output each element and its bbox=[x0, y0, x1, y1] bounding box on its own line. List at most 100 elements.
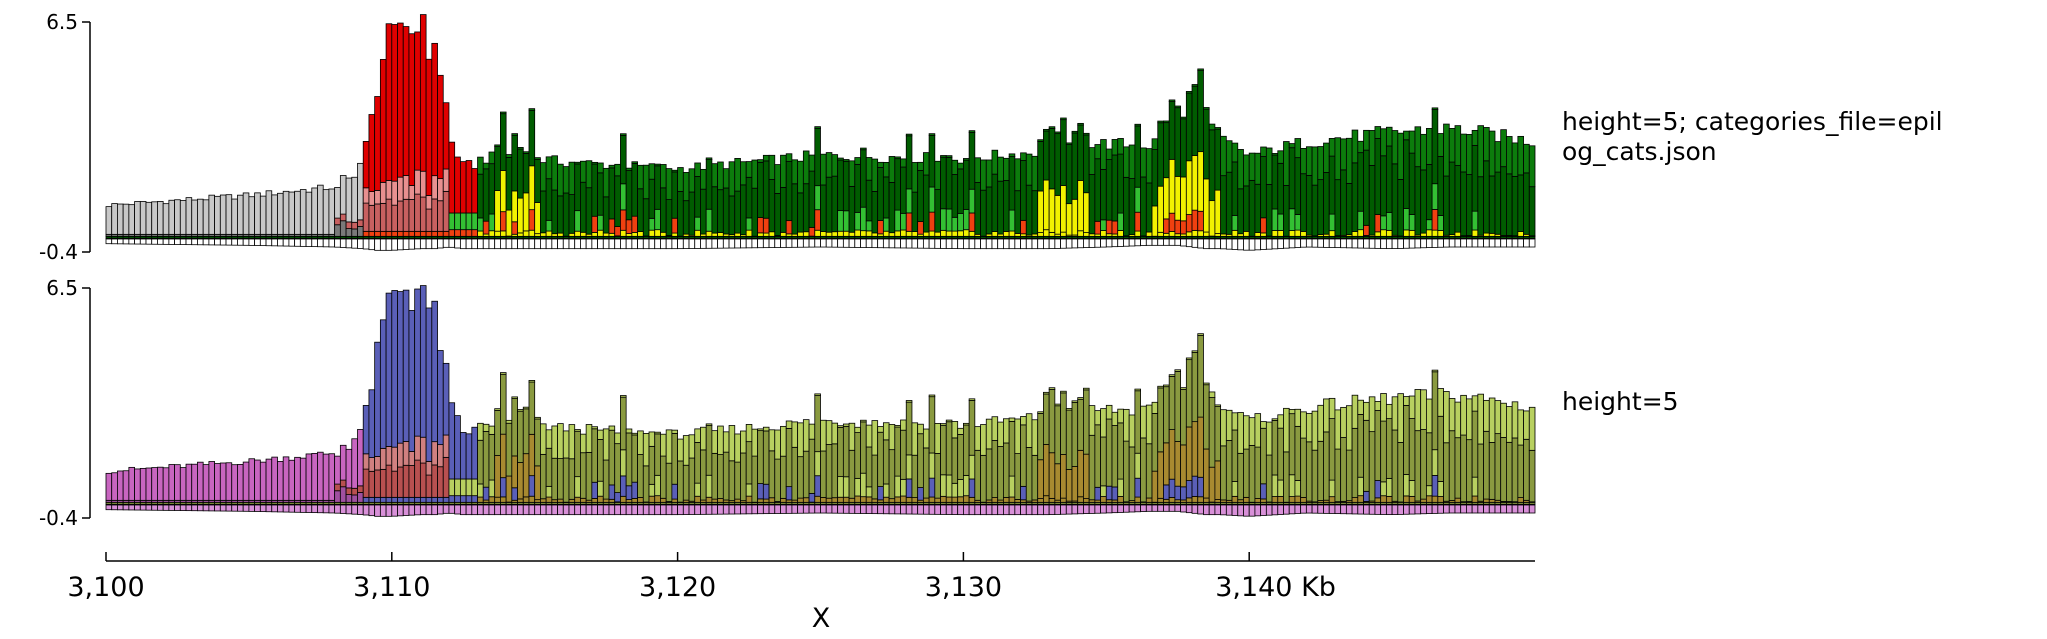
y-tick-label: -0.4 bbox=[39, 240, 78, 264]
bar bbox=[1225, 140, 1233, 250]
bar bbox=[568, 424, 576, 516]
bar bbox=[631, 161, 638, 250]
bar bbox=[208, 461, 216, 512]
bar bbox=[1197, 68, 1204, 249]
bar bbox=[362, 140, 370, 250]
x-tick-label: 3,120 bbox=[639, 572, 716, 603]
bar bbox=[465, 160, 473, 250]
bar bbox=[591, 161, 598, 250]
bar bbox=[202, 464, 210, 512]
bar bbox=[837, 157, 844, 248]
bar bbox=[1414, 389, 1422, 515]
bar bbox=[614, 432, 621, 516]
bar bbox=[831, 154, 839, 248]
bar bbox=[1237, 412, 1244, 517]
bar bbox=[357, 429, 364, 515]
bar bbox=[888, 424, 896, 515]
bar bbox=[802, 419, 810, 514]
x-tick-label: 3,130 bbox=[925, 572, 1002, 603]
bar bbox=[242, 192, 250, 246]
bar bbox=[174, 464, 181, 511]
bar bbox=[1357, 140, 1364, 249]
bar bbox=[562, 166, 570, 250]
bar bbox=[1208, 123, 1216, 250]
bar bbox=[1431, 107, 1439, 248]
bar bbox=[740, 161, 747, 249]
bar bbox=[1345, 405, 1353, 515]
bar bbox=[151, 467, 158, 511]
bar bbox=[797, 160, 804, 248]
bar bbox=[688, 168, 696, 249]
bar bbox=[437, 74, 444, 249]
bar bbox=[820, 153, 827, 248]
bar bbox=[694, 428, 701, 515]
bar bbox=[168, 199, 175, 245]
bar bbox=[882, 161, 890, 249]
bar bbox=[625, 428, 633, 516]
bar bbox=[917, 161, 924, 249]
bar bbox=[1300, 411, 1307, 514]
bar bbox=[1163, 384, 1170, 512]
bar bbox=[1083, 387, 1090, 514]
bar bbox=[1128, 144, 1136, 247]
bar bbox=[814, 393, 821, 514]
bar bbox=[1265, 147, 1273, 250]
track-height-5: 6.5 -0.4 height=5 bbox=[39, 276, 1679, 530]
bar bbox=[1420, 133, 1427, 249]
bar bbox=[477, 422, 484, 516]
bar bbox=[608, 164, 616, 250]
bar bbox=[757, 159, 764, 249]
bar bbox=[625, 167, 633, 250]
bar bbox=[871, 420, 879, 515]
bar bbox=[1111, 411, 1119, 514]
bar bbox=[482, 162, 490, 250]
bar bbox=[734, 158, 741, 249]
bar bbox=[1437, 133, 1444, 248]
bar bbox=[414, 288, 421, 516]
bar bbox=[1014, 418, 1021, 516]
bar bbox=[1117, 408, 1124, 513]
bar bbox=[1488, 130, 1496, 248]
bar bbox=[1391, 130, 1399, 249]
bar bbox=[545, 156, 553, 250]
bar bbox=[1237, 149, 1244, 251]
track-label: height=5 bbox=[1562, 387, 1679, 416]
bar bbox=[637, 430, 644, 516]
bar bbox=[1340, 406, 1347, 515]
bar bbox=[1191, 350, 1199, 514]
bar bbox=[757, 428, 764, 515]
bar bbox=[905, 400, 913, 515]
bar bbox=[1025, 153, 1033, 250]
bar bbox=[157, 201, 164, 245]
bar bbox=[1168, 99, 1176, 246]
bar bbox=[379, 319, 387, 517]
bar bbox=[671, 169, 678, 250]
bar bbox=[900, 419, 907, 515]
bar bbox=[568, 161, 576, 250]
bar bbox=[1043, 391, 1050, 516]
bar bbox=[408, 33, 416, 250]
bar bbox=[585, 424, 593, 516]
bar bbox=[922, 152, 930, 249]
bar bbox=[1443, 123, 1450, 248]
bar bbox=[1368, 130, 1376, 249]
bar bbox=[780, 154, 787, 248]
bar bbox=[225, 462, 233, 512]
bar bbox=[1105, 148, 1113, 248]
bar bbox=[894, 425, 901, 515]
bar bbox=[1351, 394, 1359, 515]
bar bbox=[368, 389, 376, 517]
bar bbox=[1025, 413, 1033, 516]
bar bbox=[1506, 136, 1513, 248]
bar bbox=[1003, 157, 1010, 250]
bar bbox=[1065, 408, 1073, 515]
bar bbox=[1294, 138, 1302, 248]
bar bbox=[145, 201, 153, 245]
bar bbox=[911, 162, 919, 249]
bar bbox=[1231, 142, 1239, 250]
bar bbox=[940, 423, 947, 515]
bar bbox=[522, 406, 530, 516]
bar bbox=[562, 430, 570, 516]
bar bbox=[551, 425, 558, 516]
bar bbox=[1437, 388, 1444, 514]
